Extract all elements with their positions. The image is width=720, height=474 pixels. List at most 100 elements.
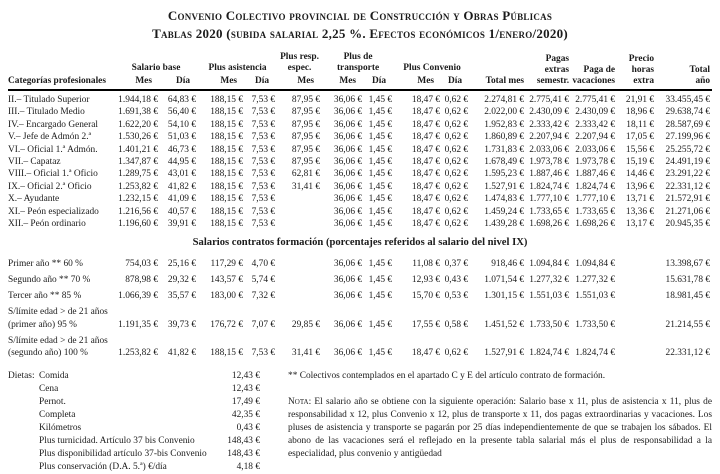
cell-value: 0,62 € xyxy=(444,169,469,180)
cell-value: 31,41 € xyxy=(291,181,321,192)
cell-value: 14,46 € xyxy=(625,169,655,180)
cell-value xyxy=(277,193,322,205)
dietas-item: Kilómetros 0,43 € xyxy=(8,422,260,435)
cell-value: 2.333,42 € xyxy=(575,119,616,130)
cell-value: 0,43 € xyxy=(444,275,469,286)
cell-value: 1.731,83 € xyxy=(484,144,525,155)
cell-value: 36,06 € xyxy=(333,169,363,180)
cell-value: 188,15 € xyxy=(210,132,244,143)
cell-value: 29,85 € xyxy=(291,319,321,330)
cell-value: 18,11 € xyxy=(626,119,655,130)
cell-value: 1.824,74 € xyxy=(529,348,570,359)
cell-value: 31,41 € xyxy=(291,348,321,359)
cell-value: 1,45 € xyxy=(368,169,393,180)
cell-value: 5,74 € xyxy=(251,275,276,286)
main-rows: II.– Titulado Superior 1.944,18 € 64,83 € 1… xyxy=(8,90,712,230)
table-row: Segundo año ** 70 % 878,98 € 29,32 € 143,57… xyxy=(8,270,712,286)
header-total-ano: Total año xyxy=(689,65,711,86)
cell-value: 17,55 € xyxy=(411,319,441,330)
cell-value: 13,71 € xyxy=(625,194,655,205)
cell-value: 7,53 € xyxy=(251,348,276,359)
cell-value: 15,56 € xyxy=(625,144,655,155)
cell-value: 36,06 € xyxy=(333,95,363,105)
cell-value: 1,45 € xyxy=(368,258,393,269)
cell-value: 18,96 € xyxy=(625,107,655,118)
subheader-dia: Día xyxy=(254,76,270,86)
cell-value: 1,45 € xyxy=(368,194,393,205)
cell-value: 1.551,03 € xyxy=(529,291,570,302)
cell-value: 41,82 € xyxy=(167,348,197,359)
notes-block: ** Colectivos contemplados en el apartad… xyxy=(288,370,712,474)
cell-value: 87,95 € xyxy=(291,132,321,143)
cell-value: 36,06 € xyxy=(333,107,363,118)
cell-value: 0,62 € xyxy=(444,206,469,217)
cell-value: 117,29 € xyxy=(210,258,244,269)
cell-value: 33.455,45 € xyxy=(665,95,711,105)
cell-value: 22.331,12 € xyxy=(665,181,711,192)
cell-value: 0,58 € xyxy=(444,319,469,330)
header-precio-horas-extra: Precio horas extra xyxy=(628,54,655,86)
cell-value: 183,00 € xyxy=(210,291,244,302)
row-label: Segundo año ** 70 % xyxy=(8,275,91,286)
cell-value xyxy=(617,286,656,302)
dietas-item: Plus conservación (D.A. 5.ª) €/día 4,18 € xyxy=(8,461,260,474)
cell-value: 0,62 € xyxy=(444,219,469,230)
subheader-dia: Día xyxy=(447,76,463,86)
cell-value: 7,53 € xyxy=(251,181,276,192)
cell-value: 36,06 € xyxy=(333,348,363,359)
cell-value: 7,53 € xyxy=(251,132,276,143)
cell-value xyxy=(617,254,656,270)
cell-value: 1.691,38 € xyxy=(118,107,158,118)
cell-value: 29,32 € xyxy=(167,275,197,286)
cell-value: 1.777,10 € xyxy=(529,194,570,205)
dietas-label: Plus disponibilidad artículo 37-bis Conv… xyxy=(39,449,207,460)
dietas-value: 148,43 € xyxy=(227,436,260,447)
cell-value: 188,15 € xyxy=(210,181,244,192)
cell-value: 2.775,41 € xyxy=(575,95,616,105)
cell-value: 21,91 € xyxy=(625,95,655,105)
cell-value: 36,06 € xyxy=(333,291,363,302)
table-row: S/límite edad > de 21 años (primer año) … xyxy=(8,302,712,330)
cell-value: 143,57 € xyxy=(210,275,244,286)
cell-value: 18,47 € xyxy=(411,206,441,217)
cell-value: 13,96 € xyxy=(625,181,655,192)
cell-value: 1.527,91 € xyxy=(484,348,525,359)
table-row: III.– Titulado Medio 1.691,38 € 56,40 € 188… xyxy=(8,106,712,118)
dietas-value: 0,43 € xyxy=(236,423,260,434)
dietas-prefix xyxy=(8,383,39,396)
cell-value: 54,10 € xyxy=(167,119,197,130)
cell-value: 1.973,78 € xyxy=(529,157,570,168)
title-line-1: Convenio Colectivo provincial de Constru… xyxy=(167,8,553,23)
cell-value: 1.824,74 € xyxy=(575,348,616,359)
cell-value: 18,47 € xyxy=(411,95,441,105)
header-categorias: Categorías profesionales xyxy=(8,76,106,86)
cell-value: 1.733,50 € xyxy=(575,319,616,330)
cell-value: 2.022,00 € xyxy=(484,107,525,118)
header-pagas-extras: Pagas extras semestr. xyxy=(536,54,570,86)
cell-value: 2.333,42 € xyxy=(529,119,570,130)
table-row: XII.– Peón ordinario 1.196,60 € 39,91 € 188… xyxy=(8,218,712,230)
cell-value: 1.401,21 € xyxy=(118,144,158,155)
subheader-mes: Mes xyxy=(297,76,315,86)
cell-value: 1,45 € xyxy=(368,95,393,105)
cell-value: 0,62 € xyxy=(444,348,469,359)
cell-value: 18,47 € xyxy=(411,144,441,155)
nota-paragraph: Nota: El salario año se obtiene con la s… xyxy=(288,396,712,461)
cell-value: 176,72 € xyxy=(210,319,244,330)
header-salario-base: Salario base xyxy=(131,63,181,73)
cell-value: 1.530,26 € xyxy=(118,132,158,143)
cell-value: 18.981,45 € xyxy=(665,291,711,302)
table-row: S/límite edad > de 21 años (segundo año)… xyxy=(8,331,712,359)
cell-value: 1.216,56 € xyxy=(118,206,158,217)
footer-section: Dietas: Comida 12,43 € Cena 12,43 € Pernot. 17… xyxy=(8,370,712,474)
cell-value: 39,73 € xyxy=(167,319,197,330)
table-row: IX.– Oficial 2.ª Oficio 1.253,82 € 41,82 €… xyxy=(8,181,712,193)
cell-value: 18,47 € xyxy=(411,119,441,130)
cell-value: 62,81 € xyxy=(291,169,321,180)
cell-value: 1,45 € xyxy=(368,132,393,143)
cell-value: 1,45 € xyxy=(368,157,393,168)
cell-value: 43,01 € xyxy=(167,169,197,180)
subheader-mes: Mes xyxy=(417,76,435,86)
cell-value: 18,47 € xyxy=(411,107,441,118)
cell-value: 1.733,50 € xyxy=(529,319,570,330)
